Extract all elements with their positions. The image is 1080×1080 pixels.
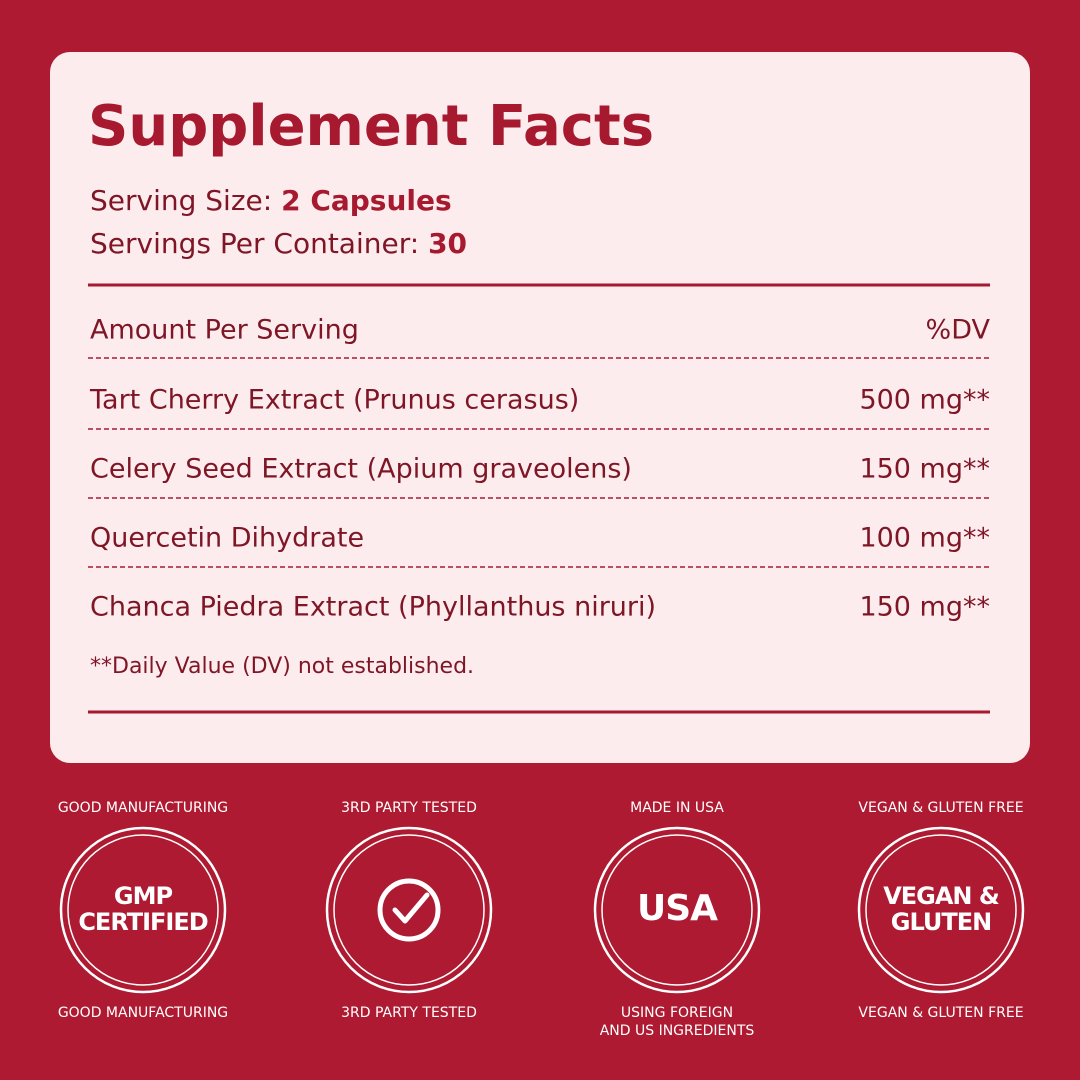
badge-center-text: USA (637, 888, 718, 929)
badge-top-label: VEGAN & GLUTEN FREE (858, 800, 1023, 816)
ingredient-name: Chanca Piedra Extract (Phyllanthus nirur… (90, 592, 656, 623)
badge-bottom-label: AND US INGREDIENTS (600, 1023, 755, 1039)
badge-ring (593, 826, 761, 994)
ingredient-amount: 150 mg** (859, 454, 990, 485)
check-icon (377, 878, 441, 942)
serving-size-label: Serving Size: (90, 184, 281, 217)
ingredient-name: Tart Cherry Extract (Prunus cerasus) (89, 385, 579, 416)
badge-bottom-label: 3RD PARTY TESTED (341, 1005, 477, 1021)
badge-ring (865, 834, 1017, 986)
badge-center-text: GMP (114, 882, 173, 910)
ingredient-amount: 500 mg** (859, 385, 990, 416)
servings-per-container-value: 30 (428, 227, 467, 260)
servings-per-container: Servings Per Container: 30 (90, 227, 467, 260)
badge-ring (601, 834, 753, 986)
header-left: Amount Per Serving (90, 315, 359, 346)
badge-bottom-label: GOOD MANUFACTURING (58, 1005, 228, 1021)
serving-size: Serving Size: 2 Capsules (90, 184, 452, 217)
ingredient-amount: 100 mg** (859, 523, 990, 554)
badge-ring (333, 834, 485, 986)
badge-top-label: MADE IN USA (630, 800, 724, 816)
badge-center-text: CERTIFIED (78, 908, 207, 936)
servings-per-container-label: Servings Per Container: (90, 227, 428, 260)
badge-center-text: VEGAN & (883, 882, 999, 910)
badge-center-text: GLUTEN (891, 908, 991, 936)
badge-bottom-label: USING FOREIGN (621, 1005, 733, 1021)
badge-top-label: GOOD MANUFACTURING (58, 800, 228, 816)
title: Supplement Facts (88, 94, 654, 159)
badge-ring (857, 826, 1025, 994)
ingredient-name: Celery Seed Extract (Apium graveolens) (90, 454, 632, 485)
ingredient-amount: 150 mg** (859, 592, 990, 623)
header-right: %DV (926, 315, 991, 346)
badge-ring (67, 834, 219, 986)
serving-size-value: 2 Capsules (281, 184, 452, 217)
badge-top-label: 3RD PARTY TESTED (341, 800, 477, 816)
footnote: **Daily Value (DV) not established. (90, 654, 474, 679)
badge-bottom-label: VEGAN & GLUTEN FREE (858, 1005, 1023, 1021)
badge-ring (325, 826, 493, 994)
ingredient-name: Quercetin Dihydrate (90, 523, 364, 554)
badge-ring (59, 826, 227, 994)
facts-panel (50, 52, 1030, 763)
